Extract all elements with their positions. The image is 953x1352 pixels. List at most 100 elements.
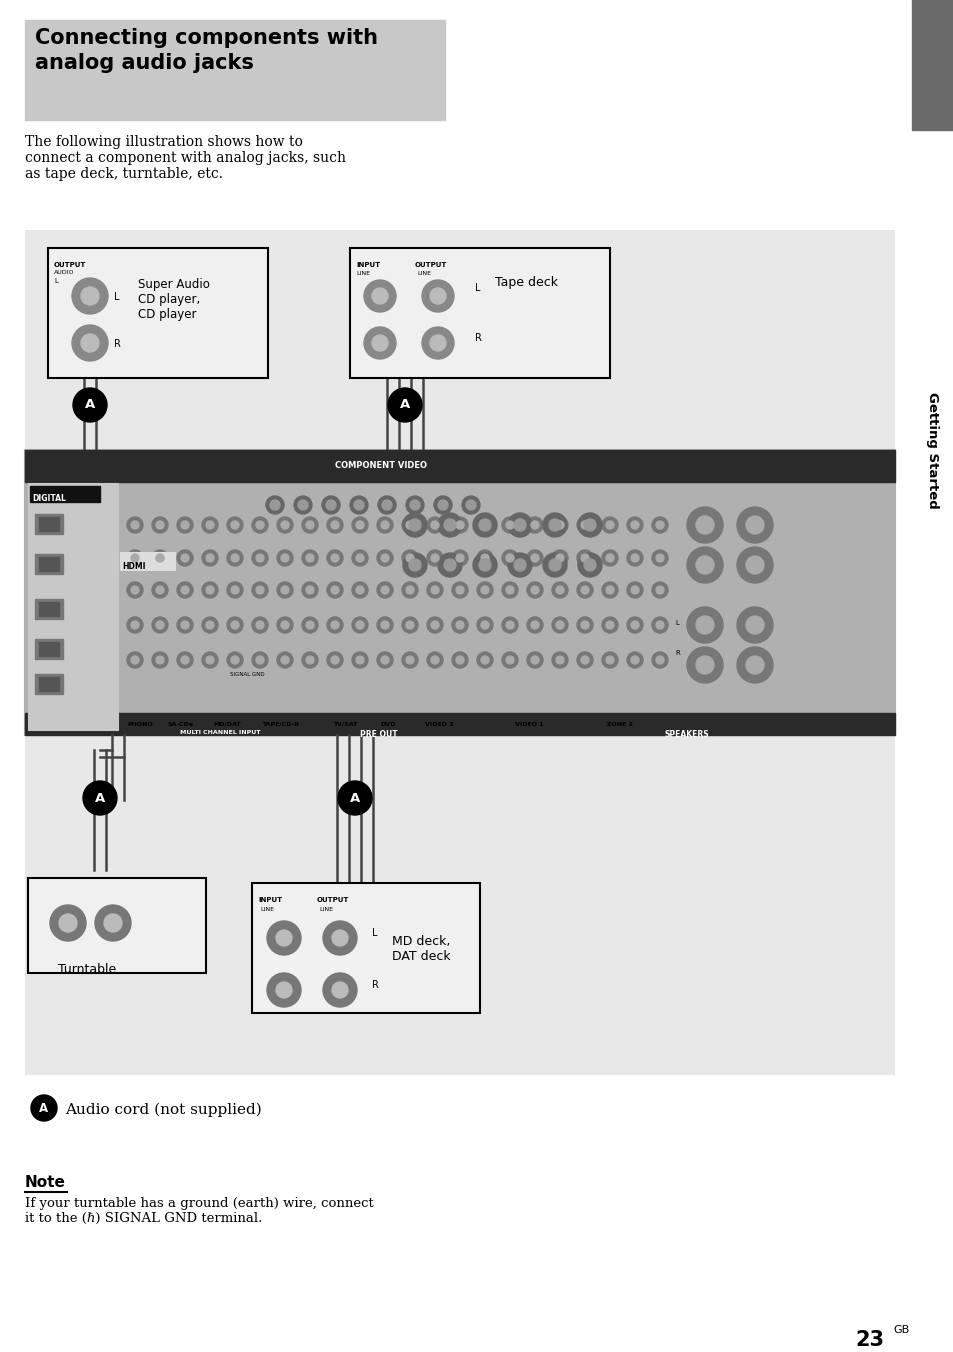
Text: L: L: [675, 621, 679, 626]
Text: 23: 23: [854, 1330, 883, 1351]
Bar: [35, 675, 63, 694]
Text: TV/SAT: TV/SAT: [333, 722, 357, 727]
Text: HDMI: HDMI: [122, 562, 146, 571]
Circle shape: [452, 581, 468, 598]
Circle shape: [651, 652, 667, 668]
Circle shape: [127, 617, 143, 633]
Bar: [39, 557, 59, 571]
Circle shape: [601, 652, 618, 668]
Circle shape: [406, 496, 423, 514]
Text: PRE OUT: PRE OUT: [359, 730, 397, 740]
Bar: [911, 0, 953, 130]
Circle shape: [372, 335, 388, 352]
Circle shape: [456, 585, 463, 594]
Circle shape: [275, 982, 292, 998]
Circle shape: [651, 550, 667, 566]
Circle shape: [745, 617, 763, 634]
Circle shape: [302, 581, 317, 598]
Circle shape: [501, 581, 517, 598]
Circle shape: [380, 585, 389, 594]
Circle shape: [401, 617, 417, 633]
Text: LINE: LINE: [416, 270, 431, 276]
Circle shape: [443, 558, 456, 571]
Circle shape: [626, 617, 642, 633]
Text: The following illustration shows how to
connect a component with analog jacks, s: The following illustration shows how to …: [25, 135, 346, 181]
Circle shape: [326, 500, 335, 510]
Circle shape: [401, 652, 417, 668]
Circle shape: [409, 558, 420, 571]
Circle shape: [656, 521, 663, 529]
Circle shape: [355, 554, 364, 562]
Circle shape: [434, 496, 452, 514]
Circle shape: [430, 288, 446, 304]
Circle shape: [531, 554, 538, 562]
Circle shape: [381, 500, 392, 510]
Text: A: A: [399, 399, 410, 411]
Circle shape: [352, 516, 368, 533]
Circle shape: [556, 656, 563, 664]
Circle shape: [531, 521, 538, 529]
Circle shape: [431, 585, 438, 594]
Bar: [25, 20, 444, 120]
Circle shape: [421, 327, 454, 360]
Text: SPEAKERS: SPEAKERS: [664, 730, 709, 740]
Circle shape: [507, 512, 532, 537]
Circle shape: [380, 521, 389, 529]
Text: A: A: [350, 791, 359, 804]
Circle shape: [156, 656, 164, 664]
Circle shape: [131, 656, 139, 664]
Circle shape: [548, 519, 560, 531]
Circle shape: [206, 521, 213, 529]
Text: Note: Note: [25, 1175, 66, 1190]
Text: TAPE/CD-R: TAPE/CD-R: [262, 722, 298, 727]
Circle shape: [430, 335, 446, 352]
Circle shape: [131, 621, 139, 629]
Circle shape: [507, 553, 532, 577]
Circle shape: [206, 656, 213, 664]
Circle shape: [552, 516, 567, 533]
Circle shape: [456, 621, 463, 629]
Circle shape: [270, 500, 280, 510]
Circle shape: [177, 652, 193, 668]
Circle shape: [281, 621, 289, 629]
Circle shape: [601, 617, 618, 633]
Text: L: L: [475, 283, 480, 293]
Circle shape: [401, 581, 417, 598]
Circle shape: [580, 554, 588, 562]
Circle shape: [281, 585, 289, 594]
Circle shape: [456, 656, 463, 664]
Circle shape: [355, 585, 364, 594]
Circle shape: [578, 512, 601, 537]
Circle shape: [605, 521, 614, 529]
Circle shape: [302, 617, 317, 633]
Circle shape: [252, 652, 268, 668]
Circle shape: [452, 617, 468, 633]
Circle shape: [267, 921, 301, 955]
Circle shape: [380, 554, 389, 562]
Circle shape: [181, 554, 189, 562]
Circle shape: [577, 617, 593, 633]
Circle shape: [152, 516, 168, 533]
Circle shape: [480, 554, 489, 562]
Bar: [35, 599, 63, 619]
Circle shape: [473, 512, 497, 537]
Circle shape: [427, 516, 442, 533]
Circle shape: [181, 621, 189, 629]
Circle shape: [376, 516, 393, 533]
Circle shape: [737, 507, 772, 544]
Circle shape: [737, 607, 772, 644]
Circle shape: [696, 516, 713, 534]
Circle shape: [476, 617, 493, 633]
Bar: [350, 247, 609, 379]
Circle shape: [409, 519, 420, 531]
Circle shape: [127, 652, 143, 668]
Text: A: A: [39, 1102, 49, 1114]
Circle shape: [696, 617, 713, 634]
Circle shape: [605, 621, 614, 629]
Circle shape: [388, 388, 421, 422]
Circle shape: [514, 558, 525, 571]
Circle shape: [583, 519, 596, 531]
Circle shape: [352, 617, 368, 633]
Text: L: L: [54, 279, 58, 284]
Circle shape: [461, 496, 479, 514]
